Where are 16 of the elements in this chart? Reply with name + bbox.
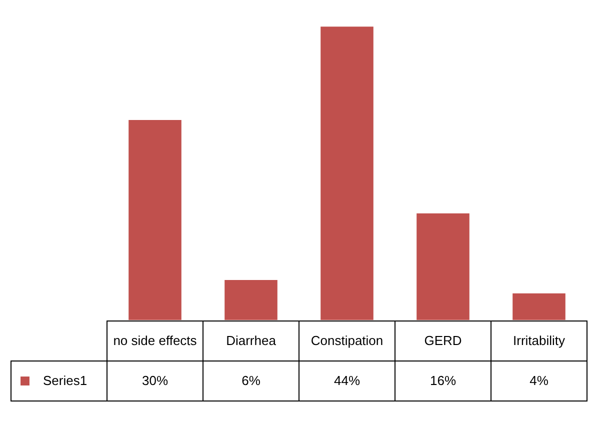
legend-label: Series1 — [42, 373, 88, 388]
x-tick-label: Irritability — [512, 333, 566, 348]
data-label: 4% — [530, 373, 549, 388]
x-tick-label: GERD — [424, 333, 462, 348]
bar — [224, 280, 278, 320]
data-label: 16% — [430, 373, 456, 388]
bar — [512, 293, 566, 320]
data-label: 30% — [142, 373, 168, 388]
x-tick-label: Constipation — [310, 333, 384, 348]
data-label: 44% — [334, 373, 360, 388]
bar — [128, 120, 182, 320]
x-tick-label: Diarrhea — [226, 333, 277, 348]
x-tick-label: no side effects — [113, 333, 198, 348]
data-label: 6% — [242, 373, 261, 388]
bar — [416, 213, 470, 320]
bar — [320, 26, 374, 320]
